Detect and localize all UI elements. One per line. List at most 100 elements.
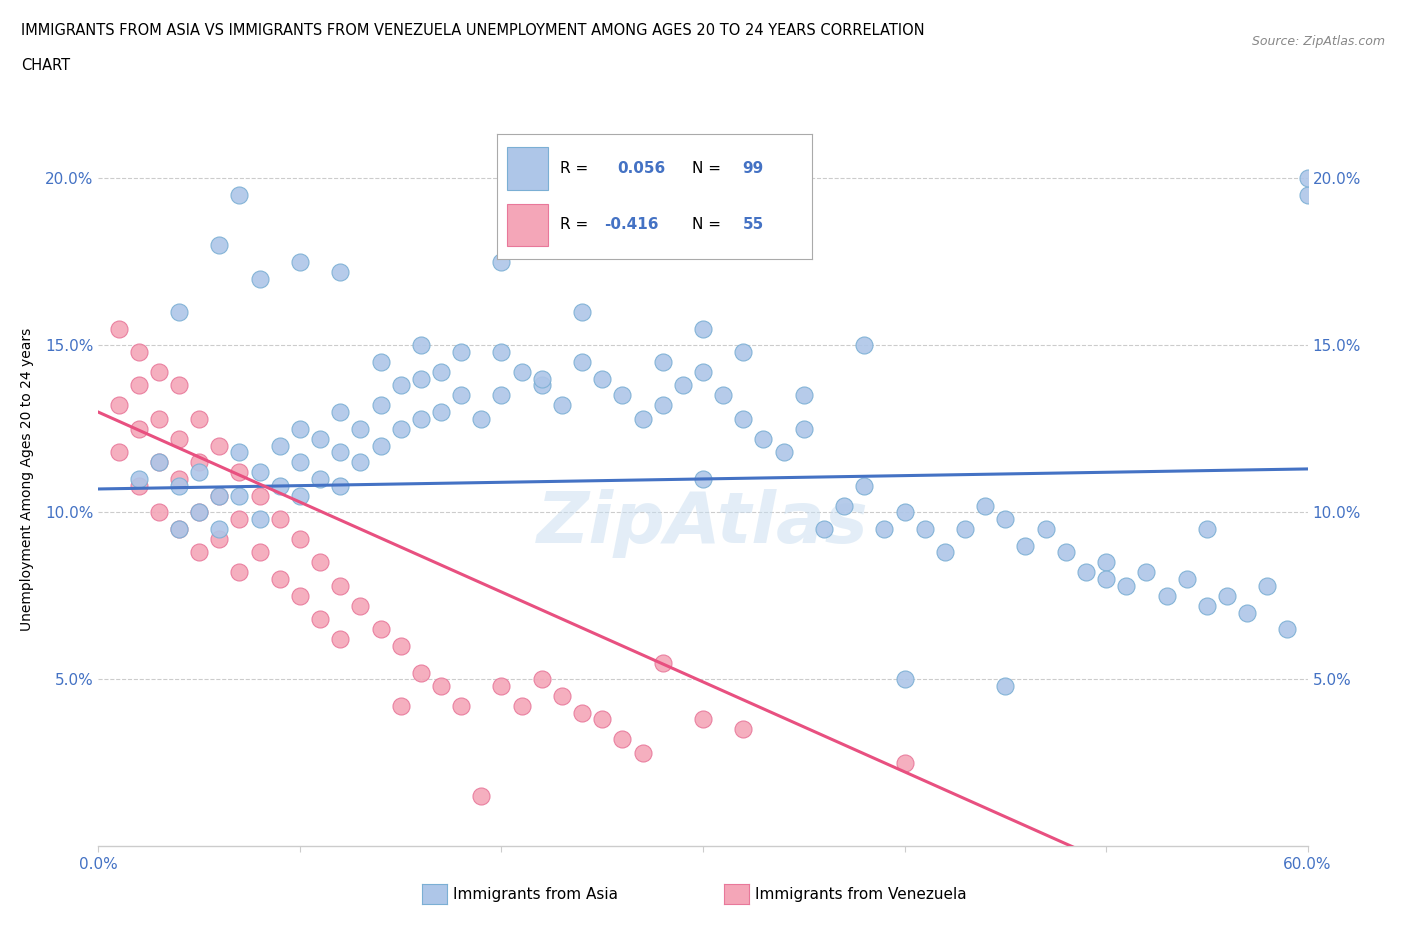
Point — [1014, 538, 1036, 553]
Point — [793, 421, 815, 436]
Point — [853, 338, 876, 352]
Point — [167, 522, 190, 537]
Point — [148, 411, 170, 426]
Point — [107, 398, 129, 413]
Point — [672, 378, 695, 392]
Point — [1095, 555, 1118, 570]
Point — [167, 432, 190, 446]
Point — [491, 255, 513, 270]
Point — [893, 505, 915, 520]
Point — [249, 488, 271, 503]
Point — [571, 304, 593, 319]
Point — [430, 679, 453, 694]
Point — [631, 411, 654, 426]
Point — [1296, 171, 1319, 186]
Point — [853, 478, 876, 493]
Point — [530, 671, 553, 686]
Point — [309, 472, 332, 486]
Point — [409, 338, 432, 352]
Point — [752, 432, 775, 446]
Point — [530, 371, 553, 386]
Point — [269, 572, 291, 587]
Point — [208, 532, 231, 547]
Point — [470, 789, 492, 804]
Point — [914, 522, 936, 537]
Point — [228, 512, 250, 526]
Point — [491, 345, 513, 360]
Point — [228, 188, 250, 203]
Point — [409, 411, 432, 426]
Point — [288, 421, 311, 436]
Point — [692, 712, 714, 727]
Point — [651, 354, 673, 369]
Point — [167, 522, 190, 537]
Point — [188, 455, 211, 470]
Point — [793, 388, 815, 403]
Point — [631, 745, 654, 760]
Point — [309, 432, 332, 446]
Point — [651, 656, 673, 671]
Point — [733, 345, 755, 360]
Point — [1074, 565, 1097, 580]
Point — [450, 698, 472, 713]
Point — [1216, 589, 1239, 604]
Point — [128, 378, 150, 392]
Point — [249, 272, 271, 286]
Point — [167, 472, 190, 486]
Point — [409, 665, 432, 680]
Point — [510, 698, 533, 713]
Point — [228, 565, 250, 580]
Point — [167, 478, 190, 493]
Point — [128, 421, 150, 436]
Point — [571, 354, 593, 369]
Point — [208, 238, 231, 253]
Point — [1195, 522, 1218, 537]
Point — [974, 498, 997, 513]
Text: IMMIGRANTS FROM ASIA VS IMMIGRANTS FROM VENEZUELA UNEMPLOYMENT AMONG AGES 20 TO : IMMIGRANTS FROM ASIA VS IMMIGRANTS FROM … — [21, 23, 925, 38]
Point — [994, 679, 1017, 694]
Point — [269, 478, 291, 493]
Point — [651, 398, 673, 413]
Point — [208, 488, 231, 503]
Point — [893, 755, 915, 770]
Point — [1135, 565, 1157, 580]
Point — [893, 671, 915, 686]
Point — [329, 264, 352, 279]
Point — [389, 698, 412, 713]
Point — [772, 445, 794, 459]
Point — [148, 365, 170, 379]
Point — [128, 345, 150, 360]
Point — [107, 321, 129, 336]
Point — [953, 522, 976, 537]
Point — [612, 732, 634, 747]
Point — [692, 472, 714, 486]
Point — [288, 532, 311, 547]
Point — [167, 378, 190, 392]
Point — [430, 365, 453, 379]
Point — [551, 688, 574, 703]
Point — [389, 378, 412, 392]
Point — [711, 388, 734, 403]
Point — [470, 411, 492, 426]
Point — [148, 455, 170, 470]
Point — [188, 411, 211, 426]
Point — [389, 639, 412, 654]
Point — [389, 421, 412, 436]
Point — [208, 488, 231, 503]
Point — [128, 478, 150, 493]
Point — [228, 445, 250, 459]
Text: Immigrants from Venezuela: Immigrants from Venezuela — [755, 887, 967, 902]
Point — [551, 398, 574, 413]
Point — [329, 578, 352, 593]
Y-axis label: Unemployment Among Ages 20 to 24 years: Unemployment Among Ages 20 to 24 years — [20, 327, 34, 631]
Point — [1035, 522, 1057, 537]
Point — [228, 488, 250, 503]
Point — [329, 631, 352, 646]
Point — [1175, 572, 1198, 587]
Point — [873, 522, 896, 537]
Point — [692, 321, 714, 336]
Point — [329, 478, 352, 493]
Point — [1115, 578, 1137, 593]
Text: CHART: CHART — [21, 58, 70, 73]
Point — [188, 545, 211, 560]
